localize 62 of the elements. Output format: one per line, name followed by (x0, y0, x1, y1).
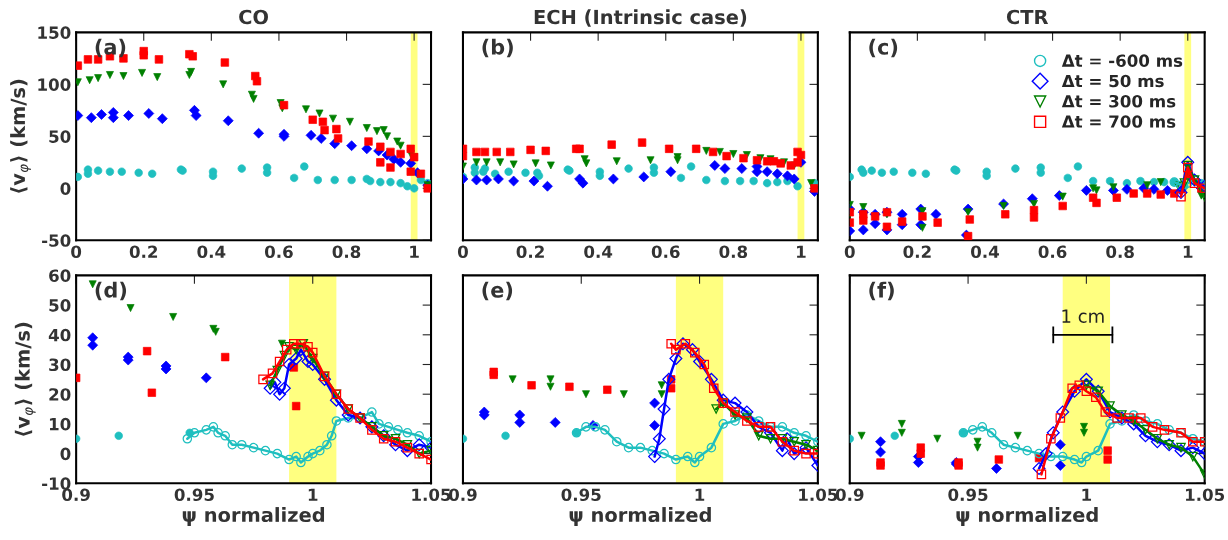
y-tick-label: 30 (49, 358, 71, 372)
x-tick-label: 1 (1183, 245, 1193, 258)
y-tick-label: 150 (38, 26, 71, 39)
annotation: (d) (95, 281, 127, 301)
x-tick-label: 1 (1082, 488, 1092, 501)
x-tick-label: 0.9 (62, 488, 90, 502)
x-tick-label: 0.95 (948, 488, 988, 502)
chart-title: CTR (1006, 9, 1049, 25)
chart-title: ECH (Intrinsic case) (534, 9, 747, 27)
x-tick-label: 0 (71, 245, 82, 259)
x-tick-label: 1 (410, 245, 419, 258)
legend-label: Δt = -600 ms (1061, 54, 1183, 67)
legend-label: Δt = 50 ms (1061, 74, 1164, 88)
x-tick-label: 0.8 (719, 245, 748, 259)
x-tick-label: 0.8 (1106, 245, 1134, 259)
y-axis-title: ⟨v$_{φ}$⟩ (km/s) (10, 79, 31, 193)
annotation: 1 cm (1062, 309, 1104, 323)
x-tick-label: 1 (695, 488, 705, 501)
y-tick-label: 20 (49, 388, 71, 401)
y-tick-label: 40 (48, 328, 71, 342)
y-tick-label: 0 (60, 447, 71, 461)
x-tick-label: 1.05 (1185, 488, 1225, 502)
legend-label: Δt = 700 ms (1061, 115, 1176, 128)
x-tick-label: 1 (797, 245, 806, 258)
x-tick-label: 0 (457, 245, 468, 259)
x-tick-label: 0.6 (651, 245, 680, 259)
annotation: (b) (482, 38, 513, 58)
x-tick-label: 0.6 (264, 245, 293, 259)
x-tick-label: 0.2 (516, 245, 544, 259)
annotation: (e) (482, 281, 513, 301)
y-tick-label: -10 (42, 477, 71, 490)
x-axis-title: ψ normalized (956, 507, 1098, 526)
y-tick-label: 60 (49, 269, 71, 282)
x-tick-label: 0.4 (971, 245, 999, 259)
x-tick-label: 0 (844, 245, 855, 259)
y-tick-label: 100 (38, 78, 71, 91)
x-tick-label: 0.9 (835, 488, 864, 502)
x-tick-label: 1 (308, 488, 318, 501)
x-tick-label: 1.05 (799, 488, 838, 502)
y-tick-label: 50 (49, 299, 71, 312)
annotation: (a) (95, 38, 126, 58)
x-tick-label: 0.2 (903, 245, 931, 259)
x-axis-title: ψ normalized (182, 507, 325, 526)
x-tick-label: 0.9 (448, 488, 477, 502)
y-axis-title: ⟨v$_{φ}$⟩ (km/s) (14, 322, 36, 436)
y-tick-label: 0 (60, 182, 71, 195)
x-tick-label: 1.05 (412, 488, 451, 502)
y-tick-label: -50 (42, 234, 71, 247)
x-tick-label: 0.6 (1038, 245, 1067, 259)
y-tick-label: 10 (49, 417, 71, 431)
annotation: (f) (869, 281, 894, 301)
x-axis-title: ψ normalized (569, 507, 711, 526)
x-tick-label: 0.2 (129, 245, 158, 259)
x-tick-label: 0.8 (332, 245, 361, 259)
annotation: (c) (869, 38, 898, 58)
x-tick-label: 0.95 (561, 488, 601, 502)
x-tick-label: 0.95 (174, 488, 214, 502)
legend-label: Δt = 300 ms (1061, 94, 1176, 108)
x-tick-label: 0.4 (584, 245, 613, 259)
x-tick-label: 0.4 (197, 245, 226, 259)
chart-title: CO (239, 9, 268, 25)
y-tick-label: 50 (49, 130, 71, 143)
